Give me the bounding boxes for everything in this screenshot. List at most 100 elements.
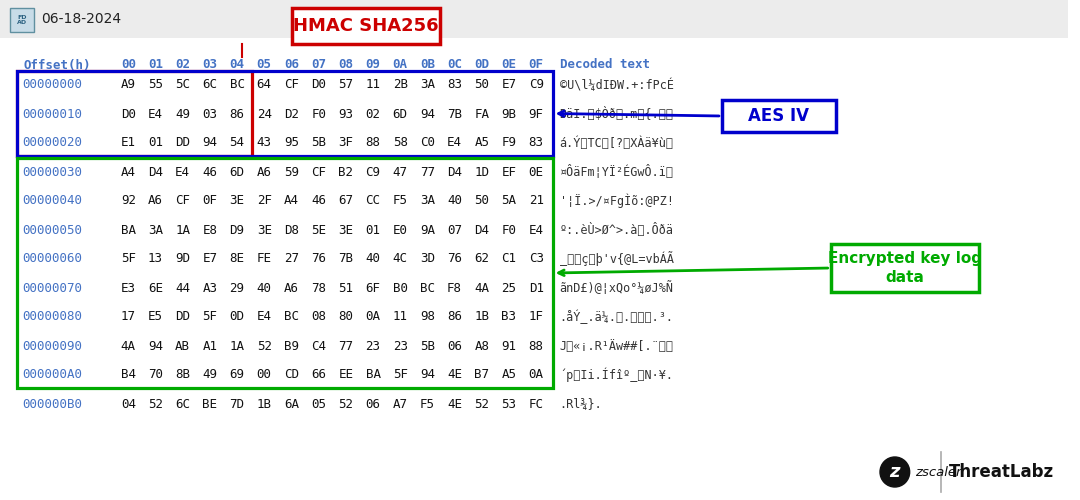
- Text: A4: A4: [284, 194, 299, 207]
- Text: DD: DD: [175, 136, 190, 149]
- Text: C1: C1: [501, 252, 516, 266]
- Text: 57: 57: [338, 78, 353, 92]
- Text: 6D: 6D: [230, 166, 244, 178]
- Text: '¦Ï.>/¤FgÌõ:@PZ!: '¦Ï.>/¤FgÌõ:@PZ!: [559, 194, 674, 208]
- Text: ©U\l¼dIÐW.+:fPcÉ: ©U\l¼dIÐW.+:fPcÉ: [559, 78, 674, 92]
- Text: 1A: 1A: [230, 340, 244, 352]
- Text: E4: E4: [148, 108, 163, 120]
- Text: 3A: 3A: [148, 224, 163, 236]
- Text: 4E: 4E: [447, 398, 462, 410]
- Text: A5: A5: [474, 136, 489, 149]
- Text: 7D: 7D: [230, 398, 244, 410]
- Text: ThreatLabz: ThreatLabz: [949, 463, 1054, 481]
- Text: B4: B4: [121, 368, 136, 382]
- Text: C9: C9: [365, 166, 380, 178]
- Circle shape: [880, 457, 909, 487]
- Text: C0: C0: [420, 136, 435, 149]
- Text: 2F: 2F: [257, 194, 272, 207]
- Text: Offset(h): Offset(h): [24, 58, 91, 71]
- Text: F9: F9: [501, 136, 516, 149]
- Text: 94: 94: [420, 368, 435, 382]
- Text: 9B: 9B: [501, 108, 516, 120]
- Text: 95: 95: [284, 136, 299, 149]
- Text: 53: 53: [501, 398, 516, 410]
- Text: 49: 49: [175, 108, 190, 120]
- Text: 5F: 5F: [202, 310, 217, 324]
- Text: 69: 69: [230, 368, 244, 382]
- Text: D4: D4: [474, 224, 489, 236]
- Text: 3E: 3E: [338, 224, 353, 236]
- Text: BC: BC: [420, 282, 435, 294]
- Text: 5C: 5C: [175, 78, 190, 92]
- Text: 4C: 4C: [393, 252, 408, 266]
- Text: 6D: 6D: [393, 108, 408, 120]
- Text: B9: B9: [284, 340, 299, 352]
- Text: E8: E8: [202, 224, 217, 236]
- Text: 92: 92: [121, 194, 136, 207]
- Text: CD: CD: [284, 368, 299, 382]
- Text: C3: C3: [529, 252, 543, 266]
- Text: 62: 62: [474, 252, 489, 266]
- Text: 00: 00: [121, 58, 136, 71]
- Text: á.ÝTC[?XÀä¥ù: á.ÝTC[?XÀä¥ù: [559, 136, 674, 150]
- Text: 0F: 0F: [529, 58, 543, 71]
- Text: DD: DD: [175, 310, 190, 324]
- Text: BE: BE: [202, 398, 217, 410]
- Text: A6: A6: [257, 166, 272, 178]
- Text: ãnD£)@¦xQo°¼øJ%Ñ: ãnD£)@¦xQo°¼øJ%Ñ: [559, 281, 674, 295]
- Text: 93: 93: [338, 108, 353, 120]
- Text: 09: 09: [365, 58, 380, 71]
- Text: _çþ'v{@L=vbÁÃ: _çþ'v{@L=vbÁÃ: [559, 252, 674, 266]
- Text: D8: D8: [284, 224, 299, 236]
- Text: 94: 94: [202, 136, 217, 149]
- Text: F5: F5: [393, 194, 408, 207]
- Text: D9: D9: [230, 224, 244, 236]
- Text: E7: E7: [202, 252, 217, 266]
- Text: 77: 77: [338, 340, 353, 352]
- Text: CF: CF: [311, 166, 326, 178]
- Text: 0E: 0E: [501, 58, 516, 71]
- Text: 5F: 5F: [121, 252, 136, 266]
- Text: F0: F0: [311, 108, 326, 120]
- FancyBboxPatch shape: [292, 8, 440, 44]
- Text: 01: 01: [365, 224, 380, 236]
- Text: BA: BA: [365, 368, 380, 382]
- Text: 55: 55: [148, 78, 163, 92]
- Text: 40: 40: [365, 252, 380, 266]
- Text: B7: B7: [474, 368, 489, 382]
- Text: 2B: 2B: [393, 78, 408, 92]
- Text: AB: AB: [175, 340, 190, 352]
- Text: 9A: 9A: [420, 224, 435, 236]
- Text: EE: EE: [338, 368, 353, 382]
- Text: 07: 07: [447, 224, 462, 236]
- Text: 05: 05: [257, 58, 272, 71]
- Text: 98: 98: [420, 310, 435, 324]
- Text: 00000070: 00000070: [22, 282, 82, 294]
- Text: ¤ÔäFm¦YÏ²ÉGwÔ.ï: ¤ÔäFm¦YÏ²ÉGwÔ.ï: [559, 165, 674, 179]
- Text: A5: A5: [501, 368, 516, 382]
- Text: E4: E4: [447, 136, 462, 149]
- Text: A9: A9: [121, 78, 136, 92]
- Text: 9F: 9F: [529, 108, 543, 120]
- Text: 40: 40: [257, 282, 272, 294]
- Text: A3: A3: [202, 282, 217, 294]
- Text: 88: 88: [529, 340, 543, 352]
- FancyBboxPatch shape: [0, 38, 1068, 500]
- Text: 3A: 3A: [420, 194, 435, 207]
- Text: 00000020: 00000020: [22, 136, 82, 149]
- Text: 52: 52: [474, 398, 489, 410]
- Text: Decoded text: Decoded text: [559, 58, 650, 71]
- Text: 21: 21: [529, 194, 543, 207]
- Text: 6A: 6A: [284, 398, 299, 410]
- Text: J«¡.R¹Äw##[.¨: J«¡.R¹Äw##[.¨: [559, 340, 674, 352]
- Text: 6F: 6F: [365, 282, 380, 294]
- Text: AES IV: AES IV: [748, 107, 809, 125]
- Text: E4: E4: [257, 310, 272, 324]
- Text: 86: 86: [230, 108, 244, 120]
- Text: 23: 23: [393, 340, 408, 352]
- Text: 00000050: 00000050: [22, 224, 82, 236]
- Text: 4E: 4E: [447, 368, 462, 382]
- Text: 83: 83: [529, 136, 543, 149]
- Text: B3: B3: [501, 310, 516, 324]
- Text: 1A: 1A: [175, 224, 190, 236]
